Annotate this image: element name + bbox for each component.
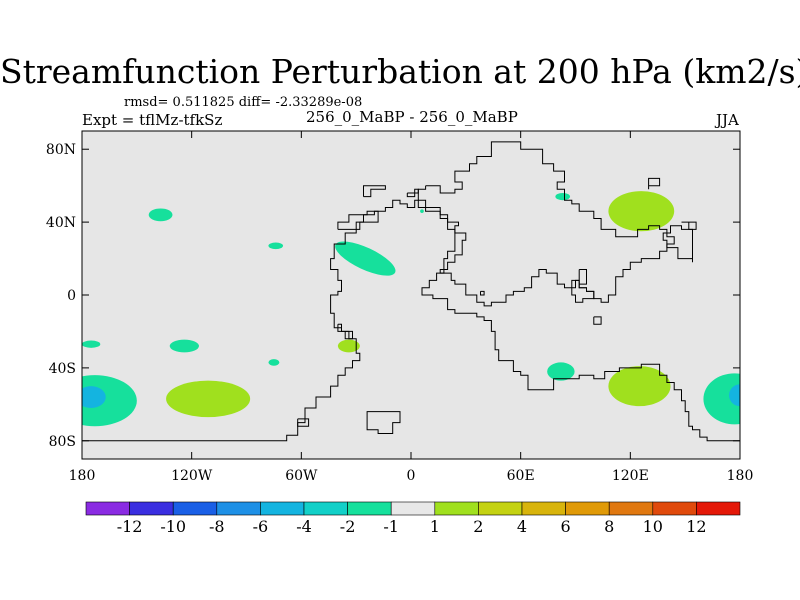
colorbar-label-2: -8	[209, 517, 225, 536]
contour-region-13	[608, 191, 675, 232]
colorbar-label-12: 10	[643, 517, 663, 536]
x-tick-label-2: 60W	[285, 468, 318, 484]
contour-region-6	[420, 209, 424, 213]
colorbar-label-13: 12	[686, 517, 706, 536]
coastline-13	[681, 221, 697, 230]
colorbar-label-9: 4	[517, 517, 527, 536]
colorbar-swatch-4	[260, 501, 305, 516]
colorbar-swatch-5	[303, 501, 348, 516]
contour-region-0	[148, 208, 173, 222]
colorbar-swatch-3	[216, 501, 261, 516]
colorbar-swatch-12	[608, 501, 654, 516]
coastline-2	[337, 323, 353, 340]
colorbar-label-7: 1	[430, 517, 440, 536]
y-tick-label-0: 80N	[46, 142, 76, 158]
y-tick-label-3: 40S	[49, 361, 76, 377]
y-tick-label-2: 0	[67, 288, 76, 304]
colorbar-label-5: -2	[340, 517, 356, 536]
coastline-12	[648, 177, 661, 190]
colorbar-swatch-7	[390, 501, 436, 516]
coastline-3	[366, 411, 401, 434]
colorbar-swatch-1	[129, 501, 174, 516]
colorbar-swatch-11	[565, 501, 610, 516]
experiment-subtitle: Expt = tflMz-tfkSz	[82, 111, 223, 129]
coastline-4	[337, 210, 379, 230]
coastline-5	[363, 185, 386, 198]
contour-region-7	[555, 192, 571, 201]
colorbar-swatch-10	[521, 501, 566, 516]
coastline-8	[571, 269, 595, 303]
colorbar-swatch-9	[478, 501, 523, 516]
x-tick-label-3: 0	[407, 468, 416, 484]
contour-region-4	[268, 359, 280, 366]
colorbar-label-8: 2	[473, 517, 483, 536]
chart-title: Streamfunction Perturbation at 200 hPa (…	[0, 52, 800, 91]
x-tick-label-1: 120W	[171, 468, 213, 484]
contour-region-3	[169, 339, 199, 353]
colorbar-label-6: -1	[383, 517, 399, 536]
contour-region-8	[547, 362, 575, 381]
coastline-layer	[82, 141, 740, 442]
coastline-10	[480, 290, 485, 296]
colorbar-label-11: 8	[604, 517, 614, 536]
colorbar-swatch-0	[85, 501, 130, 516]
season-label: JJA	[716, 111, 739, 129]
colorbar-swatch-2	[172, 501, 218, 516]
coastline-9	[593, 316, 602, 325]
colorbar-label-4: -4	[296, 517, 312, 536]
contour-region-10	[703, 373, 740, 425]
axes-layer: 180 120W 60W 0 60E 120E 180 80N 40N 0 40S 80S	[46, 131, 753, 484]
contour-region-11	[82, 386, 106, 408]
colorbar-swatch-14	[696, 501, 741, 516]
colorbar-label-3: -6	[253, 517, 269, 536]
colorbar-swatch-6	[347, 501, 392, 516]
contour-region-1	[268, 242, 284, 250]
rmsd-subtitle: rmsd= 0.511825 diff= -2.33289e-08	[124, 95, 363, 110]
contour-region-14	[608, 366, 671, 407]
contour-region-12	[729, 384, 740, 407]
x-tick-label-6: 180	[727, 468, 754, 484]
contour-fill-layer	[82, 191, 740, 427]
contour-region-5	[335, 241, 396, 276]
coastline-11	[662, 225, 693, 263]
colorbar-label-1: -10	[160, 517, 186, 536]
contour-region-2	[82, 340, 101, 348]
colorbar-swatch-8	[434, 501, 479, 516]
contour-region-16	[337, 339, 360, 353]
colorbar-label-0: -12	[117, 517, 143, 536]
x-tick-label-5: 120E	[612, 468, 649, 484]
coastline-7	[417, 141, 675, 307]
x-tick-label-4: 60E	[507, 468, 535, 484]
colorbar: -12 -10 -8 -6 -4 -2 -1 1 2 4 6 8 10 12	[85, 501, 741, 536]
colorbar-swatch-13	[652, 501, 697, 516]
case-subtitle: 256_0_MaBP - 256_0_MaBP	[306, 108, 518, 126]
coastline-1	[297, 418, 310, 427]
x-tick-label-0: 180	[69, 468, 96, 484]
coastline-0	[82, 199, 740, 442]
y-tick-label-1: 40N	[46, 215, 76, 231]
contour-region-15	[166, 380, 251, 418]
y-tick-label-4: 80S	[49, 434, 76, 450]
colorbar-label-10: 6	[561, 517, 571, 536]
